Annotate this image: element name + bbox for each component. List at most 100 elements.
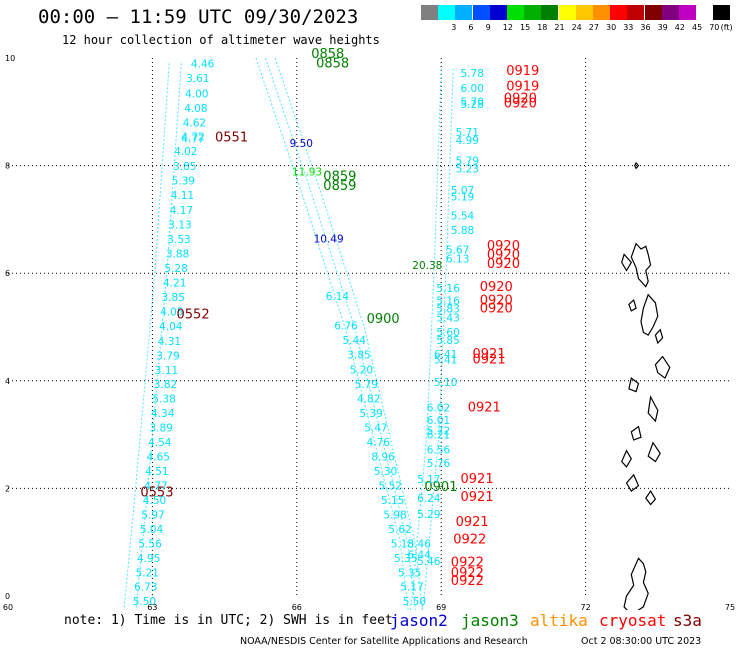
- scale-unit: (ft): [720, 23, 733, 32]
- wave-height-value: 5.60: [436, 327, 459, 339]
- wave-height-value: 5.98: [383, 510, 406, 522]
- lon-tick-label: 66: [292, 603, 302, 610]
- lat-tick-label: 4: [5, 377, 10, 386]
- wave-height-value: 4.02: [174, 146, 197, 158]
- coastline: [625, 473, 640, 492]
- wave-height-value: 3.85: [162, 292, 185, 304]
- wave-height-value: 5.85: [436, 335, 459, 347]
- wave-height-value: 4.00: [185, 88, 208, 100]
- coastline: [634, 161, 640, 170]
- wave-height-labels: 4.463.614.004.084.624.724.774.023.855.39…: [133, 47, 540, 608]
- wave-height-value: 5.44: [343, 335, 367, 347]
- lon-tick-label: 72: [581, 603, 591, 610]
- wave-height-value: 5.52: [379, 481, 402, 493]
- coastline: [654, 355, 671, 380]
- wave-height-value: 5.43: [436, 313, 459, 325]
- wave-height-value: 4.95: [137, 553, 160, 565]
- satellite-legend-item: cryosat: [599, 611, 667, 630]
- pass-time-label: 0859: [323, 170, 356, 185]
- satellite-tracks: [123, 57, 454, 610]
- wave-height-value: 5.29: [417, 509, 440, 521]
- wave-height-value: 4.62: [183, 117, 206, 129]
- scale-swatch: [679, 5, 696, 20]
- wave-height-value: 5.10: [434, 377, 457, 389]
- coastline: [654, 328, 664, 345]
- wave-height-value: 5.54: [451, 210, 475, 222]
- wave-height-value: 5.70: [461, 96, 484, 108]
- wave-height-value: 4.50: [143, 495, 166, 507]
- wave-height-value: 5.17: [400, 582, 423, 594]
- wave-height-value: 5.62: [388, 524, 411, 536]
- pass-time-label: 0920: [480, 280, 513, 295]
- wave-height-value: 4.11: [171, 190, 194, 202]
- wave-height-value: 10.49: [314, 234, 344, 246]
- wave-height-value: 6.02: [427, 403, 450, 415]
- scale-swatch: [627, 5, 645, 20]
- wave-height-value: 3.85: [173, 161, 196, 173]
- wave-height-value: 5.79: [456, 156, 479, 168]
- wave-height-value: 5.97: [141, 510, 164, 522]
- lat-tick-label: 10: [5, 54, 15, 63]
- wave-height-value: 5.20: [350, 364, 373, 376]
- scale-swatch: [421, 5, 438, 20]
- wave-height-value: 8.96: [371, 451, 395, 463]
- wave-height-value: 4.05: [160, 307, 183, 319]
- pass-time-label: 0922: [453, 532, 486, 547]
- scale-swatch: [575, 5, 593, 20]
- lat-tick-label: 0: [5, 592, 10, 601]
- wave-height-value: 5.21: [136, 568, 159, 580]
- wave-height-value: 5.71: [456, 127, 479, 139]
- scale-swatch: [472, 5, 490, 20]
- pass-time-label: 0920: [487, 257, 520, 272]
- wave-height-value: 4.54: [148, 437, 172, 449]
- pass-time-label: 0920: [480, 293, 513, 308]
- wave-height-value: 6.00: [461, 83, 484, 95]
- satellite-track: [421, 68, 454, 610]
- wave-height-value: 4.21: [163, 278, 186, 290]
- coastline: [628, 377, 640, 393]
- pass-time-label: 0921: [473, 347, 506, 362]
- wave-height-value: 5.39: [359, 408, 382, 420]
- pass-time-label: 0900: [367, 312, 400, 327]
- lat-tick-label: 6: [5, 269, 10, 278]
- pass-time-label: 0920: [504, 92, 537, 107]
- pass-time-label: 0920: [480, 302, 513, 317]
- wave-height-value: 6.24: [417, 493, 441, 505]
- wave-height-value: 3.11: [155, 365, 178, 377]
- lat-tick-label: 8: [5, 162, 10, 171]
- scale-label: 33: [623, 23, 634, 32]
- scale-label: 70: [709, 23, 720, 32]
- scale-swatch: [507, 5, 524, 20]
- wave-height-value: 5.46: [417, 556, 441, 568]
- lon-tick-label: 63: [147, 603, 157, 610]
- coastline: [645, 489, 657, 506]
- generation-timestamp: Oct 2 08:30:00 UTC 2023: [581, 636, 702, 647]
- wave-height-value: 6.13: [446, 253, 469, 265]
- wave-height-value: 6.21: [427, 429, 450, 441]
- wave-height-value: 5.50: [133, 596, 156, 608]
- pass-time-label: 0553: [140, 486, 173, 501]
- satellite-track: [135, 63, 182, 610]
- wave-height-value: 6.41: [434, 349, 457, 361]
- map-grid: [8, 58, 730, 596]
- coastline: [640, 293, 659, 336]
- pass-time-label: 0920: [487, 239, 520, 254]
- scale-label: 3: [451, 23, 457, 32]
- scale-label: 45: [692, 23, 703, 32]
- satellite-track: [123, 63, 170, 610]
- pass-time-label: 0922: [451, 555, 484, 570]
- page-title: 00:00 – 11:59 UTC 09/30/2023: [38, 6, 359, 28]
- scale-swatch: [524, 5, 542, 20]
- satellite-legend-item: jason2: [390, 611, 448, 630]
- wave-height-value: 3.82: [154, 379, 177, 391]
- wave-height-value: 4.04: [159, 321, 183, 333]
- scale-swatch: [489, 5, 507, 20]
- pass-time-label: 0922: [451, 574, 484, 589]
- wave-height-value: 5.47: [364, 422, 387, 434]
- wave-height-value: 5.04: [140, 524, 164, 536]
- wave-height-value: 5.83: [436, 304, 459, 316]
- wave-height-value: 5.35: [394, 553, 417, 565]
- wave-height-value: 5.88: [451, 225, 474, 237]
- units-note: note: 1) Time is in UTC; 2) SWH is in fe…: [64, 613, 393, 628]
- wave-height-value: 6.14: [326, 291, 350, 303]
